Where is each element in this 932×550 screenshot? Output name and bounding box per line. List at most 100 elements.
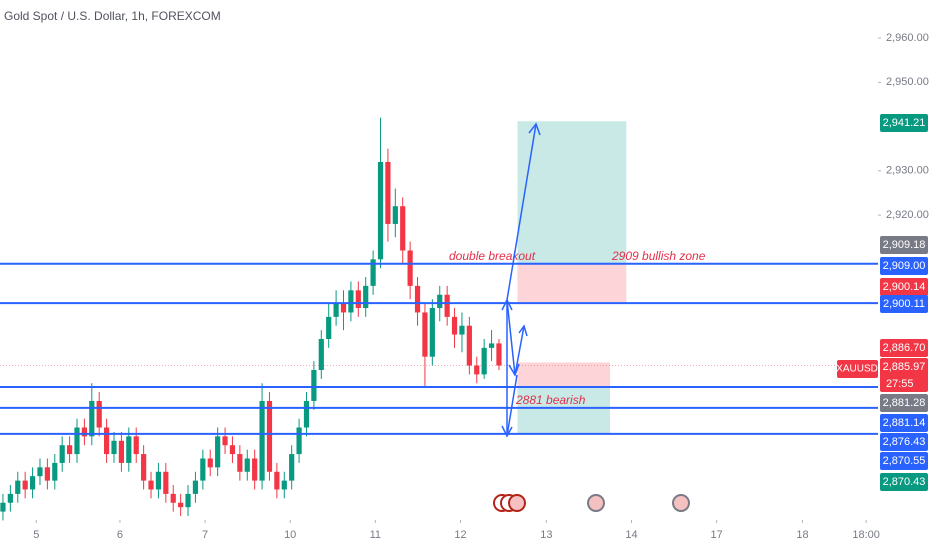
candle-body xyxy=(289,454,295,481)
candle-body xyxy=(340,303,347,313)
position-zone xyxy=(517,121,627,263)
position-zone xyxy=(517,386,611,435)
candle-body xyxy=(414,285,421,313)
candle-body xyxy=(0,502,6,512)
candle-body xyxy=(488,343,495,348)
candle-body xyxy=(229,445,236,455)
candle-body xyxy=(163,471,169,494)
price-label: 2,909.00 xyxy=(883,260,926,272)
candle-body xyxy=(266,400,273,472)
price-label-box xyxy=(880,414,928,432)
candle-body xyxy=(459,325,465,335)
candle-body xyxy=(244,458,250,472)
arrows xyxy=(501,122,541,438)
candle-body xyxy=(237,454,243,472)
candle-body xyxy=(407,250,413,286)
candle-body xyxy=(392,206,398,224)
candle-body xyxy=(81,427,87,437)
x-tick-label: 13 xyxy=(540,529,552,541)
price-label-box xyxy=(880,236,928,254)
chart-title: Gold Spot / U.S. Dollar, 1h, FOREXCOM xyxy=(4,9,221,23)
candle-body xyxy=(400,206,406,251)
candle-body xyxy=(429,308,435,357)
price-label-box xyxy=(880,278,928,296)
price-label-box xyxy=(880,339,928,357)
candle-body xyxy=(15,480,21,494)
price-label-box xyxy=(880,473,928,491)
candle-body xyxy=(377,161,384,260)
candle-body xyxy=(118,440,125,463)
price-label: 2,881.14 xyxy=(883,417,926,429)
x-tick-label: 18 xyxy=(796,529,808,541)
x-tick-label: 12 xyxy=(454,529,466,541)
candle-body xyxy=(170,493,176,503)
candle-body xyxy=(200,458,206,481)
annotation: 2881 bearish xyxy=(515,393,586,407)
price-label: 2,885.97 xyxy=(883,361,926,373)
candle-body xyxy=(104,427,110,455)
x-tick-label: 6 xyxy=(117,529,123,541)
x-tick-label: 5 xyxy=(33,529,39,541)
candle-body xyxy=(207,458,213,468)
candle-body xyxy=(318,338,324,370)
candle-body xyxy=(370,259,376,286)
y-tick-label: 2,950.00 xyxy=(886,76,929,88)
candle-body xyxy=(74,427,80,455)
annotation: 2909 bullish zone xyxy=(611,249,706,263)
x-tick-label: 17 xyxy=(710,529,722,541)
candle-body xyxy=(303,400,310,428)
price-label-box xyxy=(880,295,928,313)
candle-body xyxy=(333,303,339,317)
candle-body xyxy=(481,347,487,375)
candle-body xyxy=(133,436,139,455)
candle-body xyxy=(37,467,43,477)
candle-body xyxy=(274,471,280,490)
candle-body xyxy=(52,462,58,481)
candle-body xyxy=(185,493,191,508)
position-zone xyxy=(517,262,627,303)
symbol-tag-box xyxy=(837,360,878,378)
candle-body xyxy=(7,493,13,503)
candle-body xyxy=(259,400,265,481)
price-label-box xyxy=(880,394,928,412)
event-icons xyxy=(493,494,690,512)
symbol-tag: XAUUSD xyxy=(836,364,878,375)
x-tick-label: 14 xyxy=(625,529,637,541)
candle-body xyxy=(466,325,472,366)
y-tick-label: 2,960.00 xyxy=(886,32,929,44)
candle-body xyxy=(89,400,95,437)
price-label: 2,876.43 xyxy=(883,436,926,448)
candle-body xyxy=(385,161,391,224)
candle-body xyxy=(155,471,162,490)
candle-body xyxy=(222,436,228,446)
x-tick-label: 11 xyxy=(370,529,381,541)
countdown: 27:55 xyxy=(886,378,914,390)
candle-body xyxy=(496,343,502,366)
x-tick-label: 10 xyxy=(284,529,296,541)
candle-body xyxy=(311,369,317,401)
price-label: 2,900.11 xyxy=(883,298,925,310)
annotation: double breakout xyxy=(449,249,536,263)
price-label-box xyxy=(880,452,928,470)
price-label-box xyxy=(880,257,928,275)
candle-body xyxy=(111,440,117,455)
candle-body xyxy=(59,445,65,463)
price-label: 2,870.55 xyxy=(883,455,926,467)
candle-body xyxy=(348,290,354,313)
candle-body xyxy=(29,476,36,490)
candle-body xyxy=(363,285,369,309)
y-tick-label: 2,920.00 xyxy=(886,209,929,221)
price-label: 2,909.18 xyxy=(883,239,926,251)
candle-body xyxy=(141,454,147,481)
x-tick-label: 7 xyxy=(202,529,208,541)
candle-body xyxy=(192,480,199,494)
price-label: 2,886.70 xyxy=(883,342,926,354)
price-label: 2,941.21 xyxy=(883,117,926,129)
candle-body xyxy=(66,445,73,455)
candle-body xyxy=(296,427,302,455)
candle-body xyxy=(252,458,258,481)
candle-body xyxy=(281,480,287,490)
price-label: 2,881.28 xyxy=(883,397,926,409)
